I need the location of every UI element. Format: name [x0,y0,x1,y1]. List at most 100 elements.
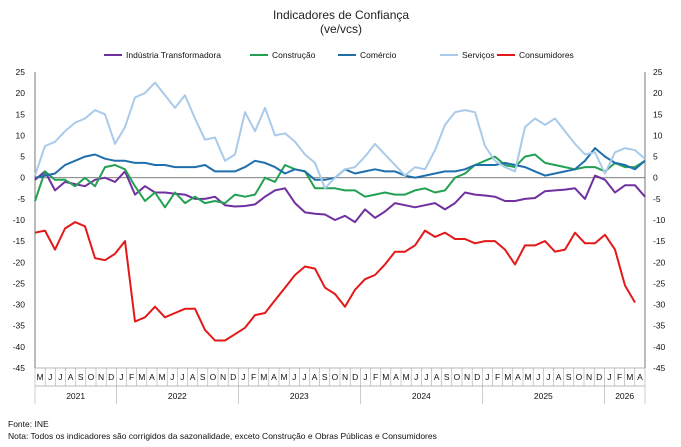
month-label: J [424,372,428,382]
legend-label: Comércio [360,50,397,60]
y-tick-label-right: 5 [653,152,658,162]
series-line-consumidores [34,221,636,342]
month-label: J [485,372,489,382]
month-label: F [617,372,622,382]
month-label: O [88,372,95,382]
legend: Indústria Transformadora Construção Comérc… [104,50,574,60]
y-tick-label-right: 20 [653,88,663,98]
month-label: D [352,372,358,382]
y-tick-label-right: -5 [653,194,661,204]
month-label: M [403,372,410,382]
year-label: 2026 [615,391,634,401]
month-label: J [58,372,62,382]
month-label: D [596,372,602,382]
chart-title: Indicadores de Confiança [273,8,409,22]
y-tick-label-left: -15 [13,236,26,246]
month-label: J [363,372,367,382]
y-tick-label-right: -10 [653,215,666,225]
month-label: N [220,372,226,382]
month-label: S [566,372,572,382]
y-tick-label-right: -45 [653,363,666,373]
month-label: J [170,372,174,382]
month-label: O [576,372,583,382]
y-tick-label-right: -20 [653,257,666,267]
series-line-industria-transformadora [34,170,646,224]
month-label: A [68,372,74,382]
month-label: N [464,372,470,382]
month-label: J [302,372,306,382]
y-tick-label-right: 10 [653,130,663,140]
month-label: J [546,372,550,382]
y-tick-label-left: -30 [13,300,26,310]
y-tick-label-right: -40 [653,342,666,352]
series-line-construcao [34,153,646,209]
month-label: J [536,372,540,382]
y-tick-label-left: -20 [13,257,26,267]
month-label: A [190,372,196,382]
y-tick-label-left: 25 [16,67,26,77]
month-label: S [444,372,450,382]
month-label: M [504,372,511,382]
month-label: N [586,372,592,382]
month-label: J [414,372,418,382]
month-label: N [98,372,104,382]
month-label: O [332,372,339,382]
month-label: D [108,372,114,382]
y-tick-label-left: -25 [13,278,26,288]
y-tick-label-left: 15 [16,109,26,119]
month-label: J [48,372,52,382]
legend-label: Indústria Transformadora [126,50,221,60]
legend-label: Serviços [462,50,495,60]
month-label: A [271,372,277,382]
y-tick-label-left: 0 [20,173,25,183]
y-tick-label-left: -10 [13,215,26,225]
month-label: M [260,372,267,382]
series-line-servicos [34,81,646,190]
month-label: A [434,372,440,382]
month-label: D [230,372,236,382]
month-label: F [129,372,134,382]
month-label: M [525,372,532,382]
month-label: M [382,372,389,382]
month-label: M [281,372,288,382]
y-axis-right: 25 20 15 10 5 0 -5 -10 -15 -20 -25 -30 -35 -40 -45 [644,67,666,373]
source-note: Fonte: INE [8,419,49,429]
month-label: M [626,372,633,382]
y-tick-label-right: 15 [653,109,663,119]
month-label: A [556,372,562,382]
month-label: J [241,372,245,382]
month-label: A [515,372,521,382]
y-tick-label-left: 20 [16,88,26,98]
month-label: A [637,372,643,382]
month-label: F [373,372,378,382]
month-label: A [149,372,155,382]
month-label: M [37,372,44,382]
month-label: O [454,372,461,382]
y-tick-label-right: 0 [653,173,658,183]
year-label: 2022 [168,391,187,401]
month-label: S [200,372,206,382]
month-label: A [312,372,318,382]
year-label: 2024 [412,391,431,401]
y-tick-label-right: 25 [653,67,663,77]
y-tick-label-right: -35 [653,321,666,331]
month-label: F [495,372,500,382]
y-tick-label-left: -40 [13,342,26,352]
month-label: S [322,372,328,382]
chart-subtitle: (ve/vcs) [320,22,362,36]
y-tick-label-left: 5 [20,152,25,162]
month-label: N [342,372,348,382]
month-label: J [180,372,184,382]
series-lines [34,81,646,342]
legend-label: Construção [272,50,316,60]
month-label: J [292,372,296,382]
footnote: Nota: Todos os indicadores são corrigido… [8,431,437,441]
y-tick-label-left: 10 [16,130,26,140]
y-tick-label-left: -45 [13,363,26,373]
month-label: J [607,372,611,382]
month-label: D [474,372,480,382]
legend-label: Consumidores [519,50,574,60]
month-label: M [138,372,145,382]
y-tick-label-right: -30 [653,300,666,310]
